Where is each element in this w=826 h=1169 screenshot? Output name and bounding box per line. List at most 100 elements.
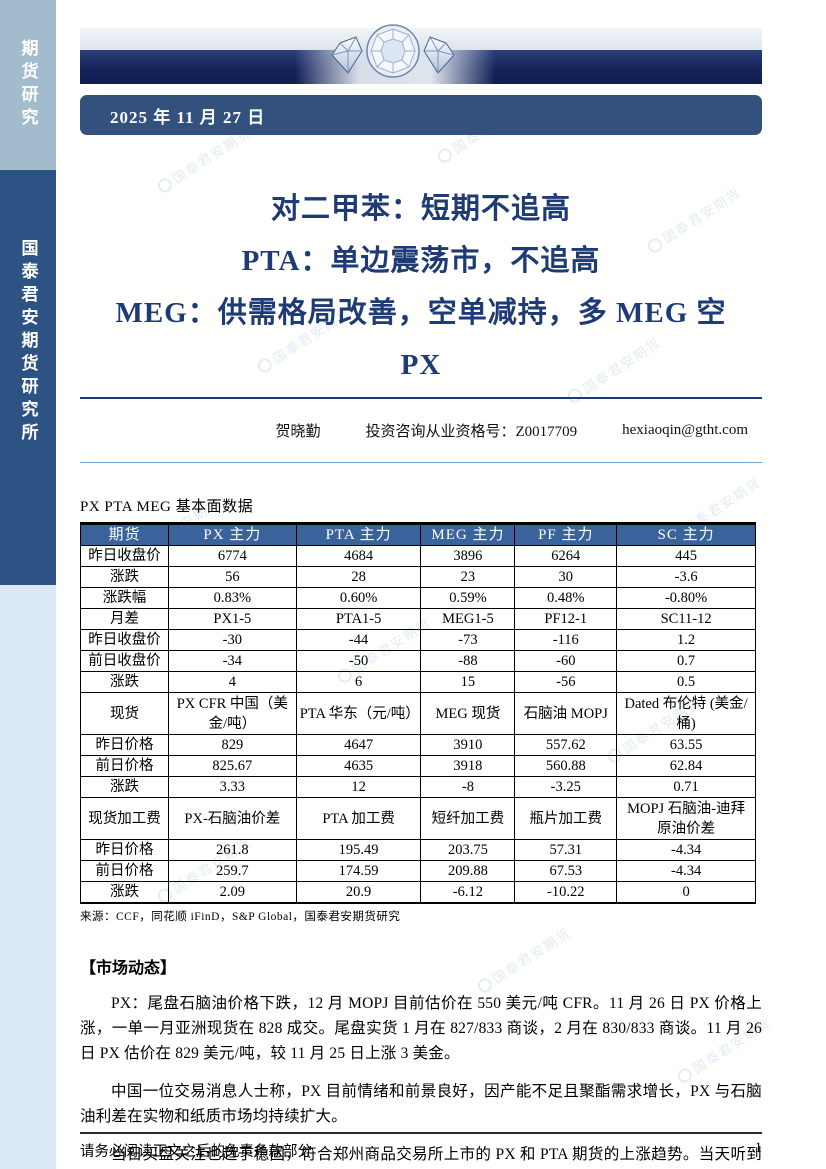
table-cell: 3918 <box>420 755 516 777</box>
sidebar-top-label: 期货研究 <box>18 39 38 131</box>
table-cell: 12 <box>295 776 422 798</box>
table-cell: 0.5 <box>616 671 756 693</box>
title-line: PTA：单边震荡市，不追高 <box>241 245 601 277</box>
col-header: PTA 主力 <box>295 523 422 546</box>
table-cell: 57.31 <box>514 839 618 861</box>
table-row: 涨跌 2.09 20.9 -6.12 -10.22 0 <box>80 881 756 904</box>
table-row: 昨日价格 261.8 195.49 203.75 57.31 -4.34 <box>80 839 756 861</box>
table-cell: MEG 现货 <box>420 692 516 735</box>
table-row: 昨日收盘价 -30 -44 -73 -116 1.2 <box>80 629 756 651</box>
row-label: 现货 <box>80 692 169 735</box>
table-cell: -0.80% <box>616 587 756 609</box>
table-caption: PX PTA MEG 基本面数据 <box>80 499 254 515</box>
fundamentals-table: 期货 PX 主力 PTA 主力 MEG 主力 PF 主力 SC 主力 昨日收盘价… <box>80 522 756 904</box>
table-row: 昨日价格 829 4647 3910 557.62 63.55 <box>80 734 756 756</box>
date-bar: 2025 年 11 月 27 日 <box>80 95 762 135</box>
table-cell: MOPJ 石脑油-迪拜原油价差 <box>616 797 756 840</box>
table-cell: -4.34 <box>616 860 756 882</box>
table-row: 涨跌 4 6 15 -56 0.5 <box>80 671 756 693</box>
sidebar-institute-label: 国泰君安期货研究所 <box>18 239 38 446</box>
col-header: PF 主力 <box>514 523 618 546</box>
table-cell: Dated 布伦特 (美金/桶) <box>616 692 756 735</box>
table-cell: 56 <box>167 566 297 588</box>
table-cell: -3.6 <box>616 566 756 588</box>
row-label: 昨日价格 <box>80 839 169 861</box>
page-footer: 请务必阅读正文之后的免责条款部分 1 <box>80 1132 762 1161</box>
table-cell: -116 <box>514 629 618 651</box>
row-label: 昨日收盘价 <box>80 545 169 567</box>
table-cell: 560.88 <box>514 755 618 777</box>
paragraph-px-market: PX：尾盘石脑油价格下跌，12 月 MOPJ 目前估价在 550 美元/吨 CF… <box>80 995 762 1062</box>
paragraph-trader-comment: 中国一位交易消息人士称，PX 目前情绪和前景良好，因产能不足且聚酯需求增长，PX… <box>80 1083 762 1125</box>
left-sidebar: 期货研究 国泰君安期货研究所 <box>0 0 56 1169</box>
paragraph-buying-interest: 当日买盘关注也趋于稳固，符合郑州商品交易所上市的 PX 和 PTA 期货的上涨趋… <box>111 1146 762 1163</box>
title-line: MEG：供需格局改善，空单减持，多 MEG 空 <box>115 297 727 329</box>
page-number: 1 <box>754 1140 762 1156</box>
table-cell: SC11-12 <box>616 608 756 630</box>
table-cell: PX-石脑油价差 <box>167 797 297 840</box>
sidebar-bottom-band <box>0 585 56 1169</box>
table-cell: PTA1-5 <box>295 608 422 630</box>
analyst-qualification: 投资咨询从业资格号：Z0017709 <box>365 424 578 440</box>
table-row: 昨日收盘价 6774 4684 3896 6264 445 <box>80 545 756 567</box>
table-cell: 445 <box>616 545 756 567</box>
row-label: 昨日价格 <box>80 734 169 756</box>
table-row: 涨跌幅 0.83% 0.60% 0.59% 0.48% -0.80% <box>80 587 756 609</box>
col-header: PX 主力 <box>167 523 297 546</box>
header-banner <box>80 24 762 84</box>
table-cell: PX CFR 中国（美金/吨） <box>167 692 297 735</box>
table-cell: 825.67 <box>167 755 297 777</box>
row-label: 涨跌 <box>80 566 169 588</box>
title-line: PX <box>400 349 442 381</box>
table-row: 现货加工费 PX-石脑油价差 PTA 加工费 短纤加工费 瓶片加工费 MOPJ … <box>80 797 756 840</box>
table-cell: -34 <box>167 650 297 672</box>
table-cell: 829 <box>167 734 297 756</box>
table-cell: 0.83% <box>167 587 297 609</box>
table-cell: 0.7 <box>616 650 756 672</box>
table-cell: 0.71 <box>616 776 756 798</box>
table-cell: 0 <box>616 881 756 904</box>
row-label: 涨跌 <box>80 776 169 798</box>
banner-light-strip <box>80 28 762 50</box>
row-label: 前日价格 <box>80 755 169 777</box>
table-cell: 6 <box>295 671 422 693</box>
col-header: MEG 主力 <box>420 523 516 546</box>
table-cell: 67.53 <box>514 860 618 882</box>
table-row: 月差 PX1-5 PTA1-5 MEG1-5 PF12-1 SC11-12 <box>80 608 756 630</box>
report-date: 2025 年 11 月 27 日 <box>110 107 266 127</box>
table-header-row: 期货 PX 主力 PTA 主力 MEG 主力 PF 主力 SC 主力 <box>80 523 756 546</box>
table-cell: 63.55 <box>616 734 756 756</box>
sidebar-mid-band: 国泰君安期货研究所 <box>0 170 56 585</box>
table-cell: 0.48% <box>514 587 618 609</box>
table-cell: 557.62 <box>514 734 618 756</box>
table-cell: -73 <box>420 629 516 651</box>
table-cell: 4 <box>167 671 297 693</box>
col-header: 期货 <box>80 523 169 546</box>
row-label: 昨日收盘价 <box>80 629 169 651</box>
table-cell: 3.33 <box>167 776 297 798</box>
row-label: 现货加工费 <box>80 797 169 840</box>
table-cell: 石脑油 MOPJ <box>514 692 618 735</box>
table-cell: MEG1-5 <box>420 608 516 630</box>
row-label: 前日价格 <box>80 860 169 882</box>
sidebar-top-band: 期货研究 <box>0 0 56 170</box>
table-cell: -56 <box>514 671 618 693</box>
table-row: 现货 PX CFR 中国（美金/吨） PTA 华东（元/吨） MEG 现货 石脑… <box>80 692 756 735</box>
analyst-email: hexiaoqin@gtht.com <box>622 422 748 438</box>
table-cell: 209.88 <box>420 860 516 882</box>
table-row: 前日价格 825.67 4635 3918 560.88 62.84 <box>80 755 756 777</box>
diamonds-logo-icon <box>331 24 455 78</box>
title-line: 对二甲苯：短期不追高 <box>270 193 571 225</box>
disclaimer-note: 请务必阅读正文之后的免责条款部分 <box>80 1144 312 1160</box>
table-cell: -3.25 <box>514 776 618 798</box>
table-cell: 4635 <box>295 755 422 777</box>
table-cell: -50 <box>295 650 422 672</box>
table-row: 涨跌 3.33 12 -8 -3.25 0.71 <box>80 776 756 798</box>
report-title: 对二甲苯：短期不追高 PTA：单边震荡市，不追高 MEG：供需格局改善，空单减持… <box>80 183 762 391</box>
table-cell: -30 <box>167 629 297 651</box>
table-cell: 23 <box>420 566 516 588</box>
table-cell: 短纤加工费 <box>420 797 516 840</box>
table-cell: -4.34 <box>616 839 756 861</box>
table-row: 前日收盘价 -34 -50 -88 -60 0.7 <box>80 650 756 672</box>
